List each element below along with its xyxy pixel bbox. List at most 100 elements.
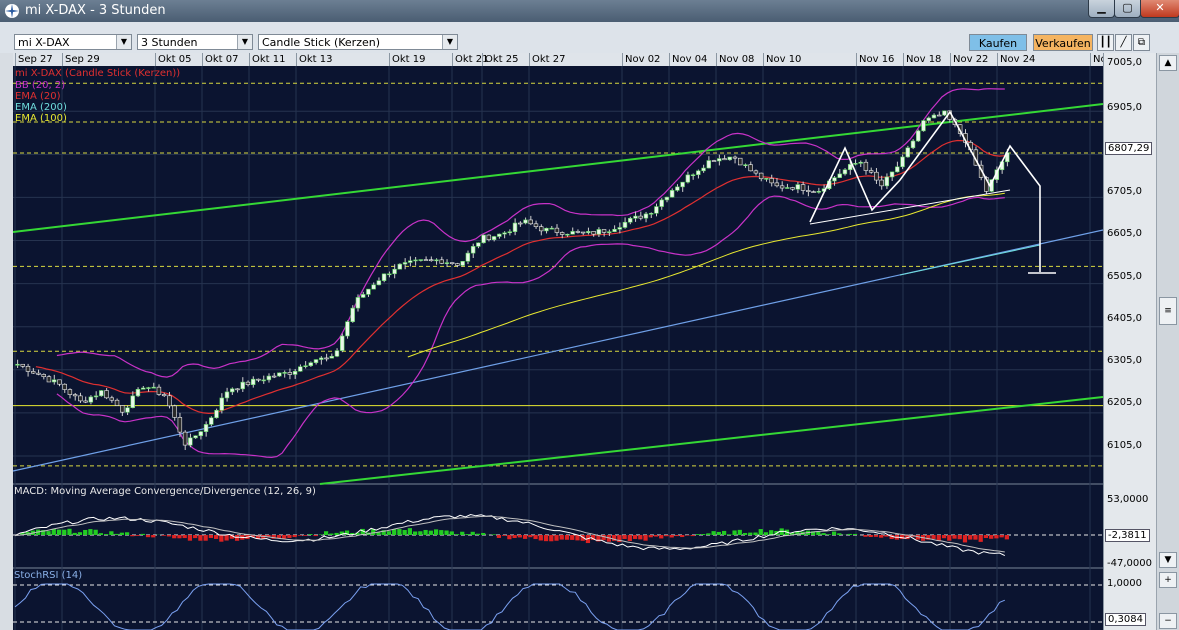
macd-histogram-bar bbox=[737, 529, 742, 535]
macd-histogram-bar bbox=[795, 531, 800, 535]
macd-histogram-bar bbox=[564, 535, 570, 540]
macd-histogram-bar bbox=[182, 535, 187, 539]
macd-histogram-bar bbox=[20, 532, 25, 535]
macd-histogram-bar bbox=[533, 535, 538, 540]
candle bbox=[209, 417, 214, 425]
candle bbox=[607, 231, 612, 233]
candle bbox=[732, 156, 738, 159]
macd-histogram-bar bbox=[46, 531, 51, 535]
macd-histogram-bar bbox=[554, 535, 559, 541]
x-tick-label: Nov 08 bbox=[716, 53, 754, 66]
candle bbox=[366, 288, 371, 295]
macd-histogram-bar bbox=[229, 535, 234, 539]
chart-bars-icon[interactable]: ┃┃ bbox=[1097, 34, 1114, 51]
candle bbox=[250, 378, 256, 385]
macd-histogram-bar bbox=[905, 535, 910, 540]
instrument-select[interactable]: mi X-DAX ▼ bbox=[14, 34, 132, 50]
interval-select[interactable]: 3 Stunden ▼ bbox=[137, 34, 253, 50]
macd-histogram-bar bbox=[852, 533, 858, 535]
macd-histogram-bar bbox=[303, 535, 308, 536]
x-tick-label: Okt 07 bbox=[202, 53, 239, 66]
macd-histogram-bar bbox=[433, 529, 439, 535]
chart-type-select[interactable]: Candle Stick (Kerzen) ▼ bbox=[258, 34, 458, 50]
macd-histogram-bar bbox=[72, 532, 77, 535]
candle bbox=[591, 231, 596, 235]
macd-histogram-bar bbox=[580, 535, 585, 541]
candle bbox=[387, 273, 392, 276]
macd-histogram-bar bbox=[632, 535, 638, 539]
macd-histogram-bar bbox=[591, 535, 596, 540]
candle bbox=[282, 372, 287, 374]
x-tick-label: Nov 22 bbox=[950, 53, 988, 66]
x-tick-label: Okt 19 bbox=[389, 53, 426, 66]
title-bar: mi X-DAX - 3 Stunden ▁ ▢ ✕ bbox=[0, 0, 1179, 22]
candle bbox=[743, 164, 748, 167]
candle bbox=[900, 156, 905, 168]
macd-histogram-bar bbox=[549, 535, 554, 542]
chevron-down-icon[interactable]: ▼ bbox=[442, 35, 457, 49]
candle bbox=[549, 227, 554, 230]
macd-histogram-bar bbox=[821, 533, 826, 535]
remove-pane-icon[interactable]: − bbox=[1159, 613, 1177, 629]
macd-signal-line bbox=[14, 515, 1005, 553]
macd-histogram-bar bbox=[811, 531, 816, 535]
macd-histogram-bar bbox=[491, 534, 496, 535]
y-tick: 6505,0 bbox=[1107, 271, 1142, 282]
macd-histogram-bar bbox=[344, 530, 350, 535]
macd-histogram-bar bbox=[926, 535, 931, 540]
macd-histogram-bar bbox=[931, 535, 936, 539]
close-icon[interactable]: ✕ bbox=[1140, 0, 1179, 18]
candle bbox=[41, 374, 46, 377]
macd-histogram-bar bbox=[837, 533, 842, 535]
vertical-scrollbar[interactable]: ▲ ≡ ▼ + − bbox=[1156, 53, 1179, 630]
candle bbox=[130, 395, 135, 409]
scroll-thumb[interactable]: ≡ bbox=[1159, 297, 1177, 325]
candle bbox=[308, 362, 314, 366]
add-pane-icon[interactable]: + bbox=[1159, 572, 1177, 588]
price-pane-bg bbox=[13, 66, 1103, 484]
window-detach-icon[interactable]: ⧉ bbox=[1133, 34, 1150, 51]
macd-histogram-bar bbox=[428, 530, 433, 535]
candle bbox=[146, 387, 151, 389]
macd-histogram-bar bbox=[711, 531, 716, 535]
macd-histogram-bar bbox=[135, 535, 140, 536]
candle bbox=[758, 172, 764, 180]
macd-histogram-bar bbox=[983, 535, 989, 539]
macd-histogram-bar bbox=[282, 535, 287, 539]
buy-button[interactable]: Kaufen bbox=[969, 34, 1027, 51]
x-tick-label: Nc bbox=[1090, 53, 1106, 66]
macd-histogram-bar bbox=[465, 534, 470, 535]
chevron-down-icon[interactable]: ▼ bbox=[237, 35, 252, 49]
candle bbox=[931, 114, 937, 119]
macd-histogram-bar bbox=[439, 530, 444, 535]
candle bbox=[795, 184, 801, 190]
candle bbox=[287, 372, 293, 375]
candle bbox=[706, 160, 712, 169]
maximize-icon[interactable]: ▢ bbox=[1114, 0, 1141, 18]
candle bbox=[811, 191, 816, 193]
scroll-down-icon[interactable]: ▼ bbox=[1159, 552, 1177, 568]
macd-histogram-bar bbox=[371, 529, 376, 535]
candle bbox=[93, 395, 99, 398]
x-tick-label: Okt 25 bbox=[482, 53, 519, 66]
scroll-up-icon[interactable]: ▲ bbox=[1159, 55, 1177, 71]
candle bbox=[439, 259, 444, 264]
macd-histogram-bar bbox=[790, 532, 795, 535]
macd-histogram-bar bbox=[884, 535, 889, 537]
macd-histogram-bar bbox=[140, 533, 145, 535]
candle bbox=[512, 222, 518, 232]
chevron-down-icon[interactable]: ▼ bbox=[116, 35, 131, 49]
x-tick-label: Sep 29 bbox=[62, 53, 100, 66]
candle bbox=[277, 372, 282, 377]
candle bbox=[685, 174, 691, 183]
candle bbox=[319, 357, 324, 360]
x-tick-label: Okt 11 bbox=[249, 53, 286, 66]
macd-histogram-bar bbox=[978, 535, 983, 542]
toolbar: mi X-DAX ▼ 3 Stunden ▼ Candle Stick (Ker… bbox=[0, 22, 1179, 54]
candle bbox=[156, 386, 162, 395]
sell-button[interactable]: Verkaufen bbox=[1033, 34, 1093, 51]
draw-line-icon[interactable]: ╱ bbox=[1115, 34, 1132, 51]
candle bbox=[303, 365, 308, 368]
macd-pane-bg bbox=[13, 484, 1103, 568]
candle bbox=[528, 219, 533, 225]
